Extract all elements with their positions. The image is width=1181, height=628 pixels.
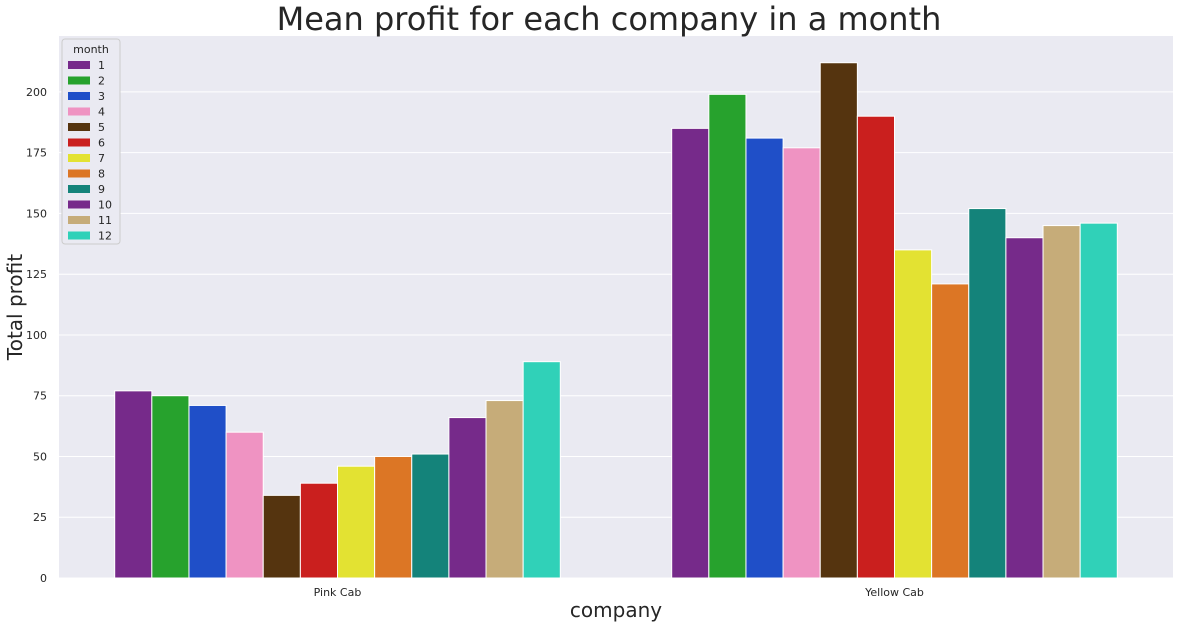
bar-pink-cab-month-2 bbox=[151, 395, 190, 579]
legend-swatch bbox=[68, 216, 90, 224]
legend-swatch bbox=[68, 231, 90, 240]
legend-swatch bbox=[68, 107, 90, 116]
bar-yellow-cab-month-10 bbox=[1005, 237, 1044, 579]
legend-swatch bbox=[68, 185, 90, 193]
y-tick-label: 150 bbox=[26, 207, 47, 220]
legend-label: 12 bbox=[98, 230, 112, 243]
chart-title: Mean profit for each company in a month bbox=[277, 0, 942, 38]
bar-pink-cab-month-9 bbox=[411, 453, 450, 579]
bar-pink-cab-month-5 bbox=[262, 494, 301, 579]
legend-label: 10 bbox=[98, 199, 112, 212]
bar-pink-cab-month-3 bbox=[188, 404, 227, 579]
bar-yellow-cab-month-4 bbox=[782, 147, 821, 579]
legend-swatch bbox=[68, 138, 90, 147]
legend-label: 1 bbox=[98, 59, 105, 72]
y-tick-label: 100 bbox=[26, 329, 47, 342]
legend-swatch bbox=[68, 76, 90, 85]
y-tick-label: 200 bbox=[26, 86, 47, 99]
y-axis-label: Total profit bbox=[3, 254, 27, 361]
legend-label: 6 bbox=[98, 137, 105, 150]
legend-swatch bbox=[68, 92, 90, 100]
y-tick-label: 0 bbox=[40, 572, 47, 585]
legend-label: 5 bbox=[98, 121, 105, 134]
legend-label: 4 bbox=[98, 106, 105, 119]
bar-yellow-cab-month-8 bbox=[931, 283, 970, 579]
bar-pink-cab-month-8 bbox=[374, 455, 413, 579]
bar-pink-cab-month-11 bbox=[485, 400, 524, 579]
bar-yellow-cab-month-12 bbox=[1079, 222, 1118, 579]
legend-label: 2 bbox=[98, 75, 105, 88]
bar-yellow-cab-month-6 bbox=[856, 115, 895, 579]
legend-swatch bbox=[68, 154, 90, 162]
bar-yellow-cab-month-9 bbox=[968, 208, 1007, 579]
legend-label: 7 bbox=[98, 152, 105, 165]
bar-pink-cab-month-10 bbox=[448, 417, 487, 579]
bar-pink-cab-month-7 bbox=[337, 465, 376, 579]
legend-swatch bbox=[68, 200, 90, 209]
x-tick-label: Pink Cab bbox=[314, 586, 362, 599]
x-axis-label: company bbox=[570, 598, 662, 622]
x-tick-label: Yellow Cab bbox=[864, 586, 924, 599]
bars bbox=[114, 62, 1118, 579]
y-tick-label: 75 bbox=[33, 390, 47, 403]
x-tick-labels: Pink Cab Yellow Cab bbox=[314, 586, 924, 599]
legend-label: 8 bbox=[98, 168, 105, 181]
bar-yellow-cab-month-2 bbox=[708, 93, 747, 579]
y-tick-label: 125 bbox=[26, 268, 47, 281]
bar-pink-cab-month-1 bbox=[114, 390, 153, 579]
bar-yellow-cab-month-3 bbox=[745, 137, 784, 579]
y-tick-labels: 0 25 50 75 100 125 150 175 200 bbox=[26, 86, 47, 585]
bar-pink-cab-month-4 bbox=[225, 431, 264, 579]
bar-yellow-cab-month-5 bbox=[819, 62, 858, 579]
legend-swatch bbox=[68, 61, 90, 69]
legend-label: 11 bbox=[98, 214, 112, 227]
legend-label: 9 bbox=[98, 183, 105, 196]
y-tick-label: 175 bbox=[26, 147, 47, 160]
legend-title: month bbox=[73, 43, 109, 56]
bar-yellow-cab-month-7 bbox=[894, 249, 933, 579]
bar-pink-cab-month-6 bbox=[299, 482, 339, 579]
bar-yellow-cab-month-1 bbox=[671, 127, 710, 579]
legend-swatch bbox=[68, 123, 90, 131]
legend-label: 3 bbox=[98, 90, 105, 103]
y-tick-label: 25 bbox=[33, 511, 47, 524]
y-tick-label: 50 bbox=[33, 450, 47, 463]
legend-swatch bbox=[68, 169, 90, 178]
bar-yellow-cab-month-11 bbox=[1042, 225, 1081, 579]
bar-pink-cab-month-12 bbox=[522, 361, 561, 579]
